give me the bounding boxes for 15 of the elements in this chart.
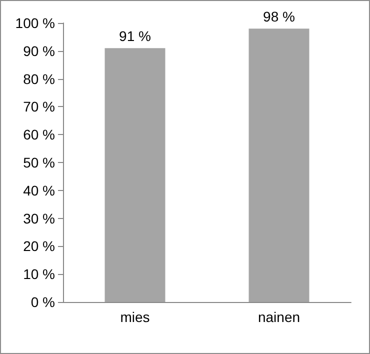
y-tick-label: 50 %	[23, 154, 55, 170]
y-tick-label: 80 %	[23, 70, 55, 87]
y-tick-label: 10 %	[23, 266, 55, 282]
x-tick-label: nainen	[258, 309, 300, 325]
y-tick-label: 70 %	[23, 98, 55, 115]
x-tick-label: mies	[120, 309, 150, 325]
data-label: 98 %	[263, 8, 295, 25]
y-tick-label: 90 %	[23, 42, 55, 59]
y-tick-label: 40 %	[23, 182, 55, 198]
y-tick-label: 60 %	[23, 126, 55, 143]
y-tick-label: 0 %	[30, 294, 55, 310]
data-label: 91 %	[119, 28, 151, 44]
y-tick-label: 30 %	[23, 210, 55, 226]
y-tick-label: 20 %	[23, 238, 55, 254]
y-tick-label: 100 %	[15, 15, 55, 31]
